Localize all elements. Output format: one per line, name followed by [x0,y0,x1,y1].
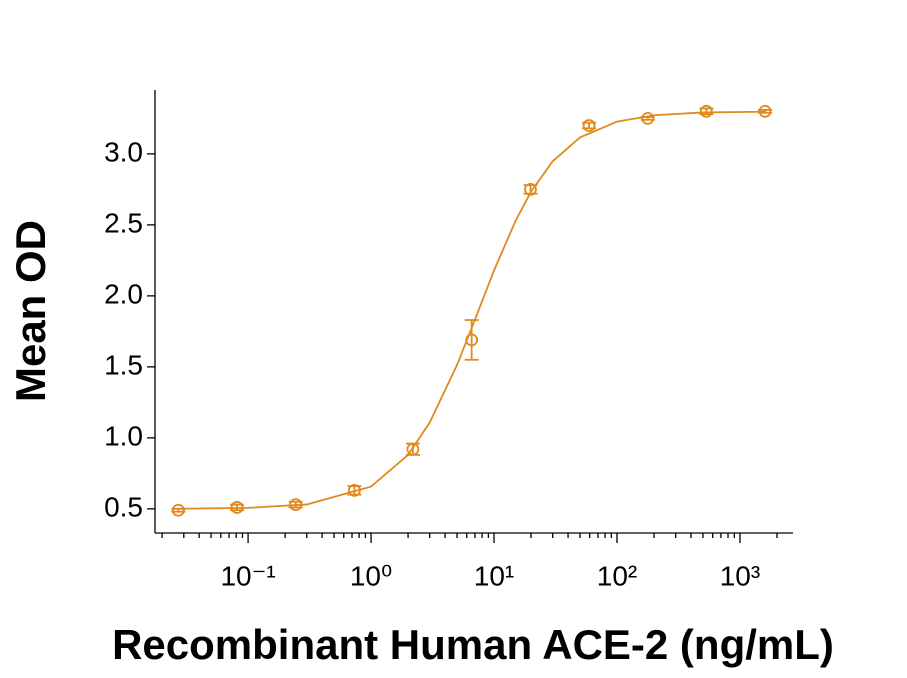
x-axis-label: Recombinant Human ACE-2 (ng/mL) [112,621,834,668]
data-point [171,503,185,517]
data-point [524,182,537,196]
x-tick-label: 10² [597,560,637,591]
y-tick-label: 2.5 [104,207,143,238]
y-axis-label: Mean OD [7,220,54,402]
y-tick-label: 1.5 [104,349,143,380]
data-point [347,484,361,497]
x-tick-label: 10⁰ [350,560,392,591]
x-tick-label: 10³ [720,560,760,591]
fit-curve [178,110,766,510]
data-point [582,119,596,132]
y-tick-label: 3.0 [104,136,143,167]
data-point [230,501,244,514]
x-tick-label: 10¹ [474,560,514,591]
data-point [289,498,303,512]
x-tick-label: 10⁻¹ [220,560,275,591]
data-point [699,104,713,118]
data-point [641,111,655,125]
data-point [406,442,420,456]
data-point [758,104,772,118]
y-tick-label: 0.5 [104,491,143,522]
y-tick-label: 1.0 [104,420,143,451]
y-tick-label: 2.0 [104,278,143,309]
data-point [465,333,479,347]
